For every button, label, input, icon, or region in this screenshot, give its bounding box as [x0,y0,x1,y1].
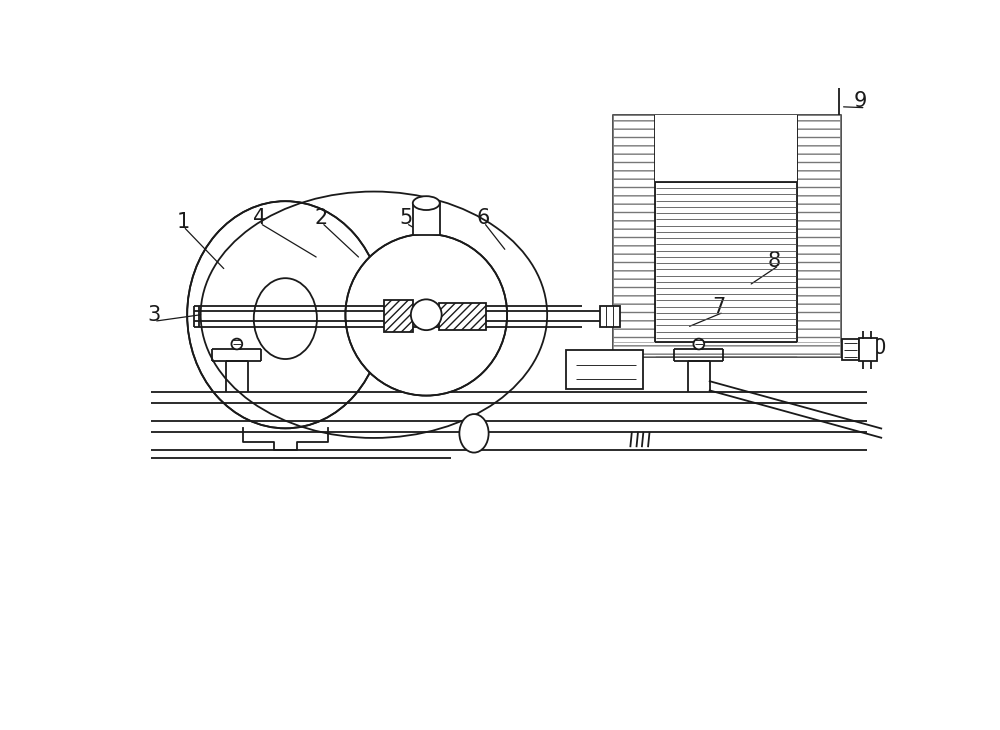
Circle shape [345,234,507,396]
Bar [413,203,440,236]
Bar [655,115,797,182]
Circle shape [347,236,506,394]
Bar [566,350,643,388]
Text: 2: 2 [315,209,328,228]
Text: 9: 9 [854,91,867,112]
Text: 4: 4 [253,209,267,228]
Circle shape [231,339,242,350]
Text: 10: 10 [861,338,887,358]
Text: 7: 7 [712,297,725,317]
Circle shape [693,339,704,350]
Ellipse shape [201,191,547,438]
Ellipse shape [413,196,440,210]
Bar [613,342,840,356]
Text: 5: 5 [400,209,413,228]
Text: 8: 8 [768,251,781,271]
Bar [439,303,486,330]
Text: 1: 1 [176,212,190,232]
Text: 6: 6 [477,209,490,228]
Bar [613,115,840,356]
Bar [613,115,655,356]
Bar [600,306,620,327]
Ellipse shape [254,278,317,359]
Circle shape [411,299,442,330]
Bar [859,338,877,361]
Text: 3: 3 [148,304,161,325]
Bar [384,300,413,332]
Bar [797,115,840,356]
Ellipse shape [459,414,489,453]
Bar [842,339,859,360]
